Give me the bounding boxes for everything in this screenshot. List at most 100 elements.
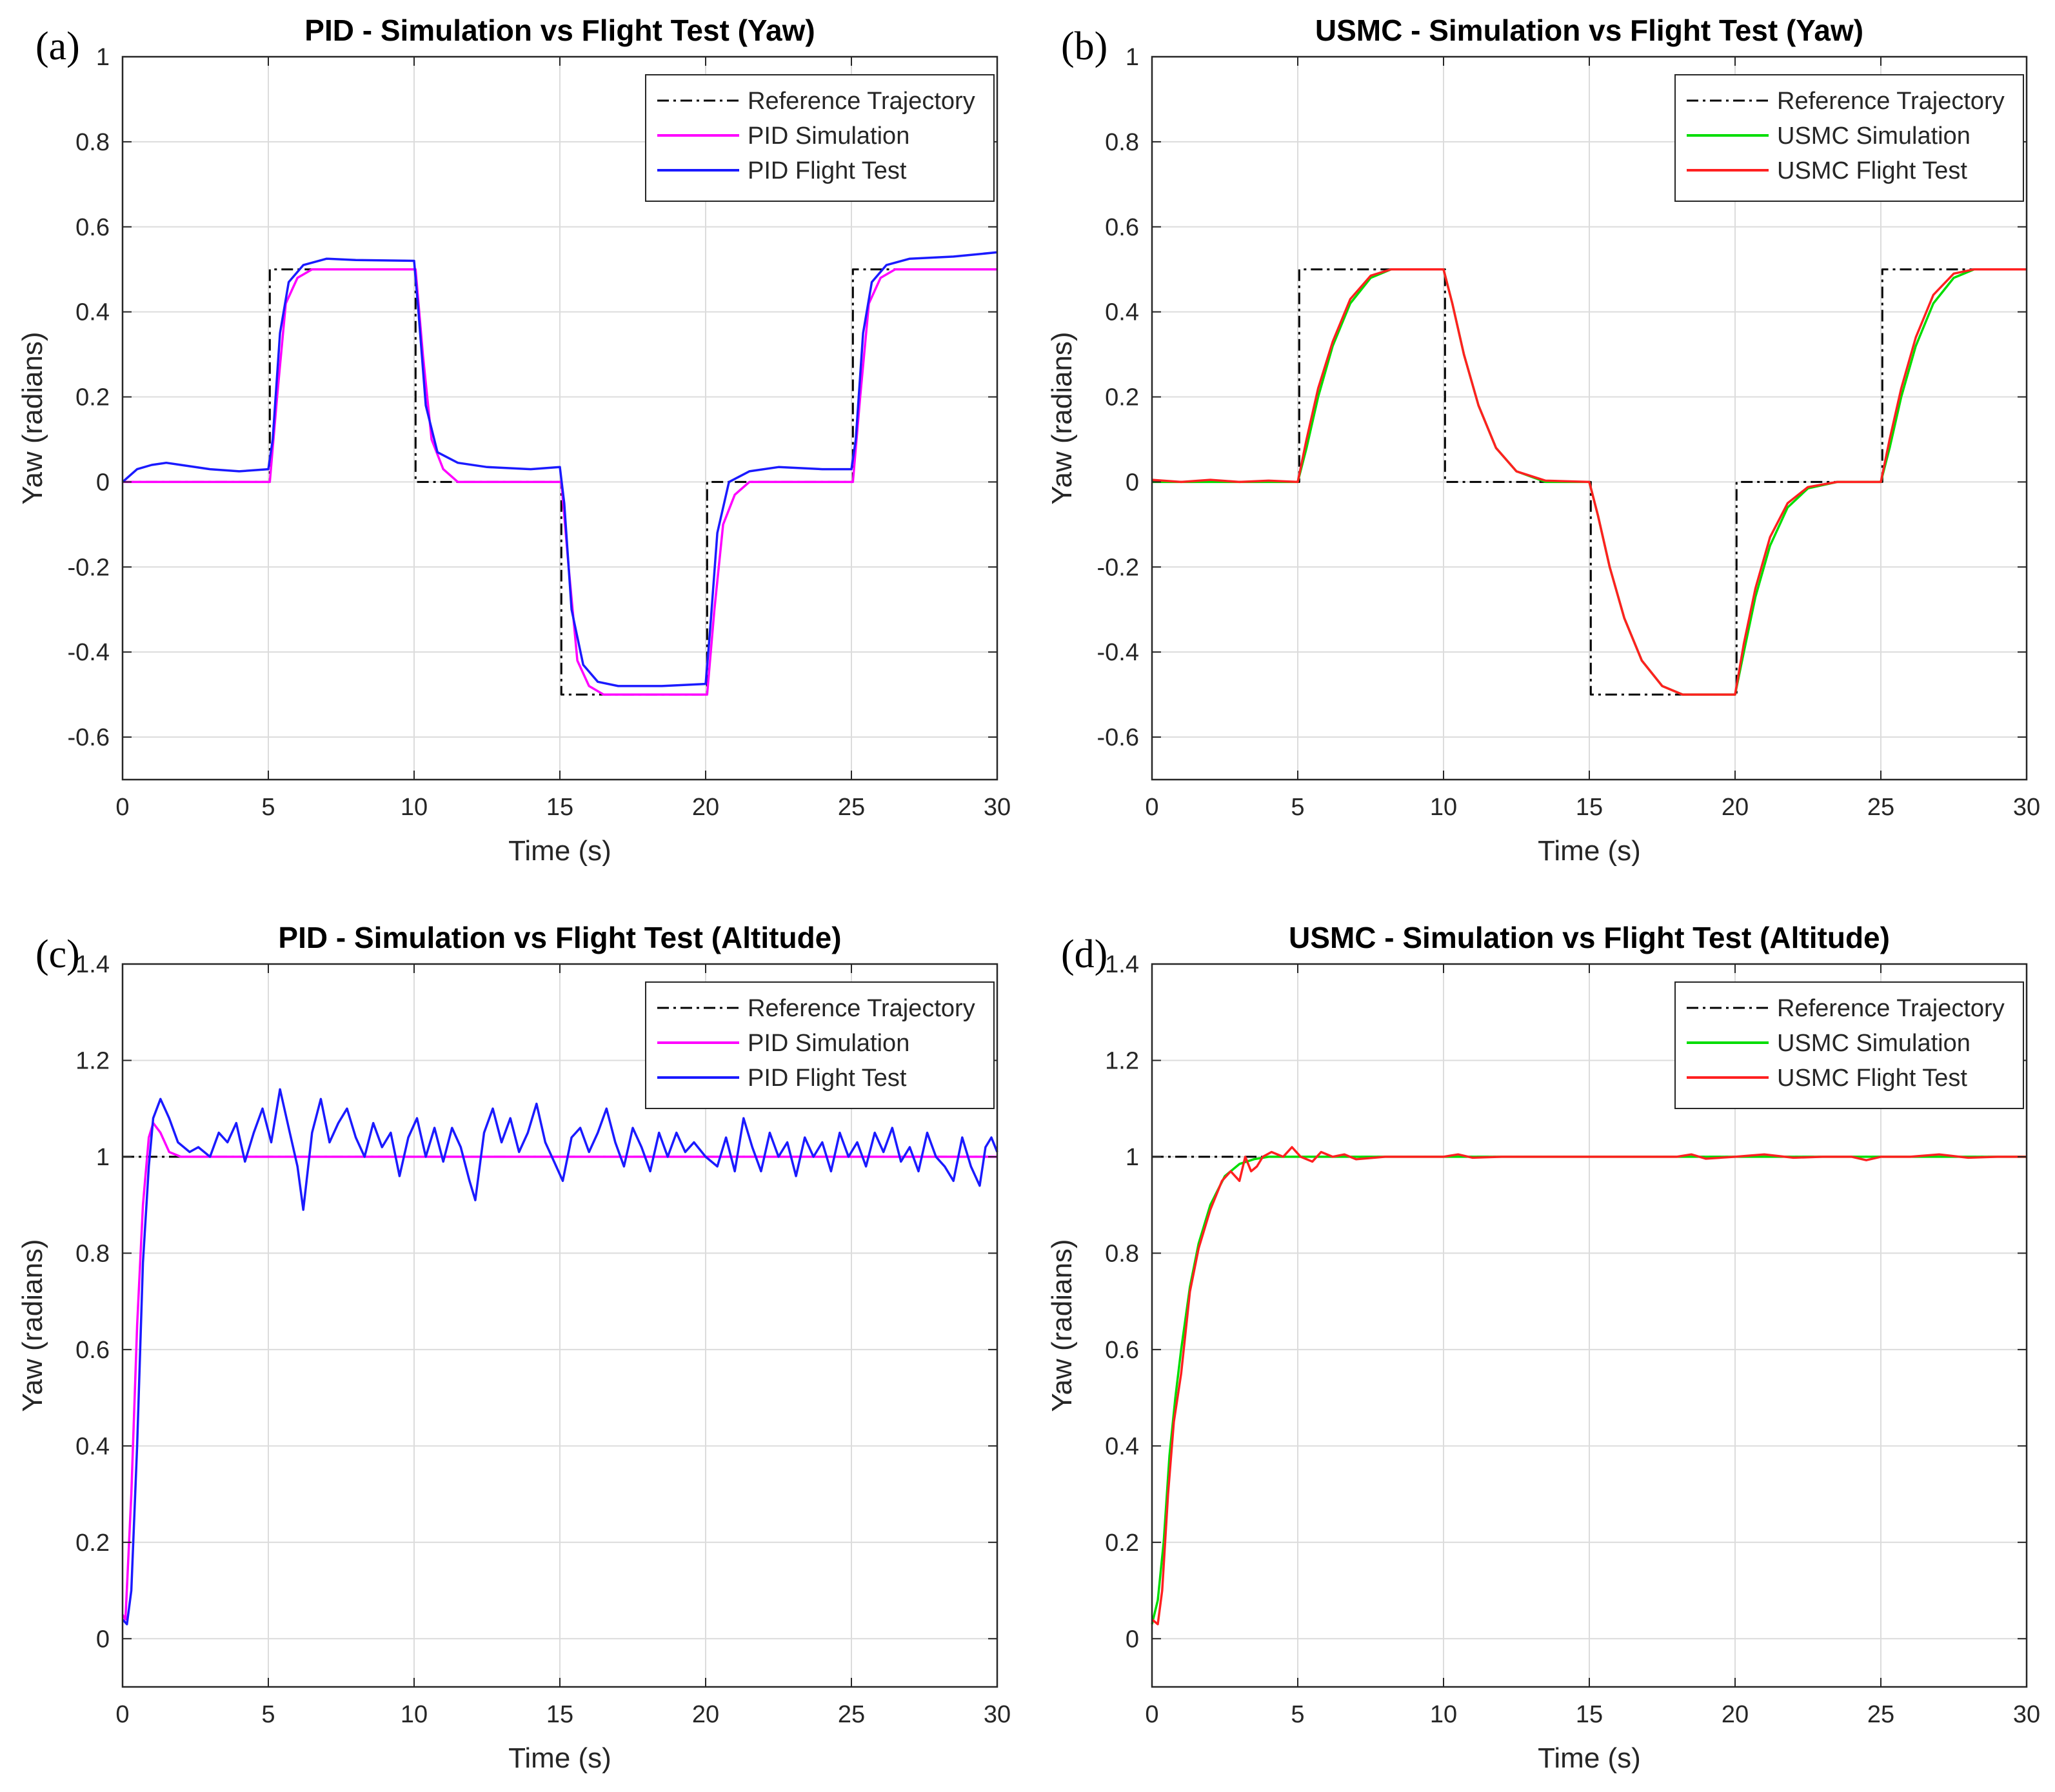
y-axis-label: Yaw (radians) [1046,331,1078,504]
y-tick-label: 0.8 [1105,1240,1139,1267]
x-tick-label: 0 [1145,1701,1158,1728]
series-line-reference-trajectory [1152,268,2027,696]
y-tick-label: -0.6 [1097,724,1139,751]
x-tick-label: 0 [115,1701,129,1728]
legend-box [1674,74,2024,202]
y-tick-label: 0 [96,1626,110,1653]
y-tick-label: -0.2 [68,554,110,581]
legend-box [645,74,995,202]
x-tick-label: 25 [838,1701,865,1728]
legend-label: Reference Trajectory [1777,995,2005,1022]
y-tick-label: -0.4 [68,639,110,666]
series-line-pid-flight-test [121,1088,998,1626]
legend-label: USMC Flight Test [1777,1065,1967,1092]
chart-title: USMC - Simulation vs Flight Test (Altitu… [1289,921,1890,954]
y-tick-label: 1 [96,44,110,71]
y-tick-label: 0 [1126,469,1139,496]
panel-label: (a) [35,25,80,68]
x-tick-label: 10 [1430,1701,1457,1728]
legend-label: PID Simulation [748,123,909,150]
x-tick-label: 15 [546,794,573,821]
y-tick-label: 1.4 [75,951,110,978]
x-tick-label: 25 [1867,1701,1894,1728]
legend-box [1674,981,2024,1109]
legend-label: Reference Trajectory [1777,88,2005,115]
series-line-reference-trajectory [123,268,997,696]
panel-label: (b) [1061,25,1107,68]
x-tick-label: 30 [984,794,1011,821]
y-tick-label: 1 [96,1144,110,1171]
y-tick-label: 0.2 [1105,384,1139,411]
legend-label: USMC Simulation [1777,123,1971,150]
x-tick-label: 20 [692,794,719,821]
y-tick-label: 1 [1126,1144,1139,1171]
series-line-usmc-flight-test [1151,1146,2027,1626]
x-tick-label: 15 [546,1701,573,1728]
legend-label: PID Flight Test [748,157,907,184]
y-tick-label: 0.4 [1105,1433,1139,1460]
y-tick-label: 1.2 [75,1047,110,1074]
series-line-usmc-flight-test [1151,268,2027,696]
legend: Reference Trajectory PID Simulation PID Fl… [645,74,995,202]
y-tick-label: 0.8 [75,1240,110,1267]
y-tick-label: 0.2 [75,384,110,411]
y-tick-label: 1.4 [1105,951,1139,978]
x-tick-label: 25 [1867,794,1894,821]
chart-title: USMC - Simulation vs Flight Test (Yaw) [1315,14,1863,47]
chart-panel-c: 0 5 10 15 20 25 30 0 0.2 0.4 0.6 0.8 1 1.2 1.4 PID - Si… [17,921,1011,1774]
x-tick-label: 5 [1291,1701,1304,1728]
legend: Reference Trajectory USMC Simulation USMC … [1674,981,2024,1109]
y-tick-label: 0 [1126,1626,1139,1653]
x-tick-label: 15 [1576,1701,1603,1728]
x-axis-label: Time (s) [1538,1742,1641,1774]
legend-label: Reference Trajectory [748,88,975,115]
x-tick-label: 30 [2013,794,2040,821]
legend: Reference Trajectory PID Simulation PID Fl… [645,981,995,1109]
y-tick-label: 0.2 [1105,1530,1139,1557]
x-tick-label: 30 [984,1701,1011,1728]
series-line-pid-simulation [121,1121,997,1621]
x-axis-label: Time (s) [1538,835,1641,867]
x-tick-label: 5 [261,794,275,821]
x-tick-label: 20 [1722,1701,1749,1728]
y-tick-label: 0.4 [75,1433,110,1460]
x-tick-label: 10 [1430,794,1457,821]
y-tick-label: 0.6 [1105,214,1139,241]
x-axis-label: Time (s) [508,1742,611,1774]
y-tick-label: 0.8 [75,129,110,156]
chart-title: PID - Simulation vs Flight Test (Altitud… [278,921,841,954]
x-tick-label: 5 [261,1701,275,1728]
panel-label: (d) [1061,932,1107,976]
legend-box [645,981,995,1109]
y-tick-label: 0.2 [75,1530,110,1557]
chart-panel-d: 0 5 10 15 20 25 30 0 0.2 0.4 0.6 0.8 1 1.2 1.4 USMC - S… [1046,921,2040,1774]
x-axis-label: Time (s) [508,835,611,867]
legend-label: USMC Simulation [1777,1030,1971,1057]
x-tick-label: 15 [1576,794,1603,821]
x-tick-label: 20 [1722,794,1749,821]
x-tick-label: 5 [1291,794,1304,821]
chart-panel-a: 0 5 10 15 20 25 30 -0.6 -0.4 -0.2 0 0.2 0.4 0.6 0.8 1 PI… [17,14,1011,867]
legend-label: USMC Flight Test [1777,157,1967,184]
y-tick-label: 0.6 [1105,1337,1139,1364]
y-tick-label: 0.8 [1105,129,1139,156]
y-tick-label: 1.2 [1105,1047,1139,1074]
panel-label: (c) [35,932,80,976]
legend-label: Reference Trajectory [748,995,975,1022]
y-axis-label: Yaw (radians) [17,1239,48,1412]
series-line-pid-flight-test [121,251,998,687]
y-axis-label: Yaw (radians) [17,331,48,504]
y-tick-label: 0.6 [75,214,110,241]
legend-label: PID Flight Test [748,1065,907,1092]
x-tick-label: 25 [838,794,865,821]
y-tick-label: -0.6 [68,724,110,751]
y-axis-label: Yaw (radians) [1046,1239,1078,1412]
x-tick-label: 10 [401,794,428,821]
x-tick-label: 30 [2013,1701,2040,1728]
y-tick-label: 0 [96,469,110,496]
legend-label: PID Simulation [748,1030,909,1057]
y-tick-label: 0.6 [75,1337,110,1364]
x-tick-label: 0 [1145,794,1158,821]
y-tick-label: 0.4 [75,299,110,326]
